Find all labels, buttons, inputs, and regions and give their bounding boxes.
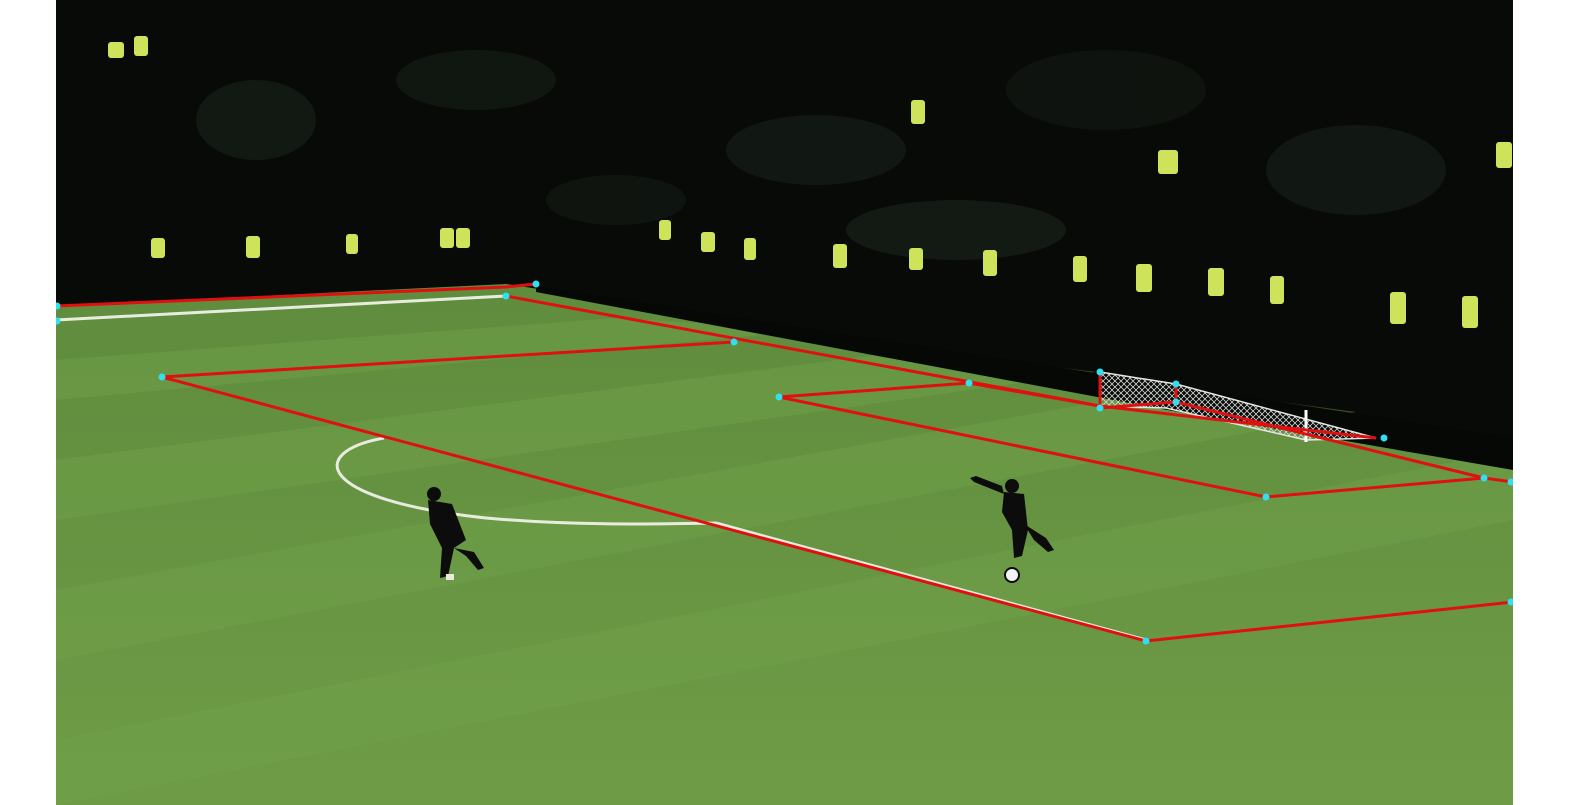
player-running <box>427 487 484 580</box>
crowd-texture <box>196 50 1446 260</box>
pitch-scene <box>56 0 1513 805</box>
football <box>1004 567 1020 583</box>
broadcast-frame <box>56 0 1513 805</box>
player-kicking <box>970 476 1054 558</box>
keypoint-markers <box>56 280 1513 645</box>
steward-vests <box>108 36 1512 328</box>
